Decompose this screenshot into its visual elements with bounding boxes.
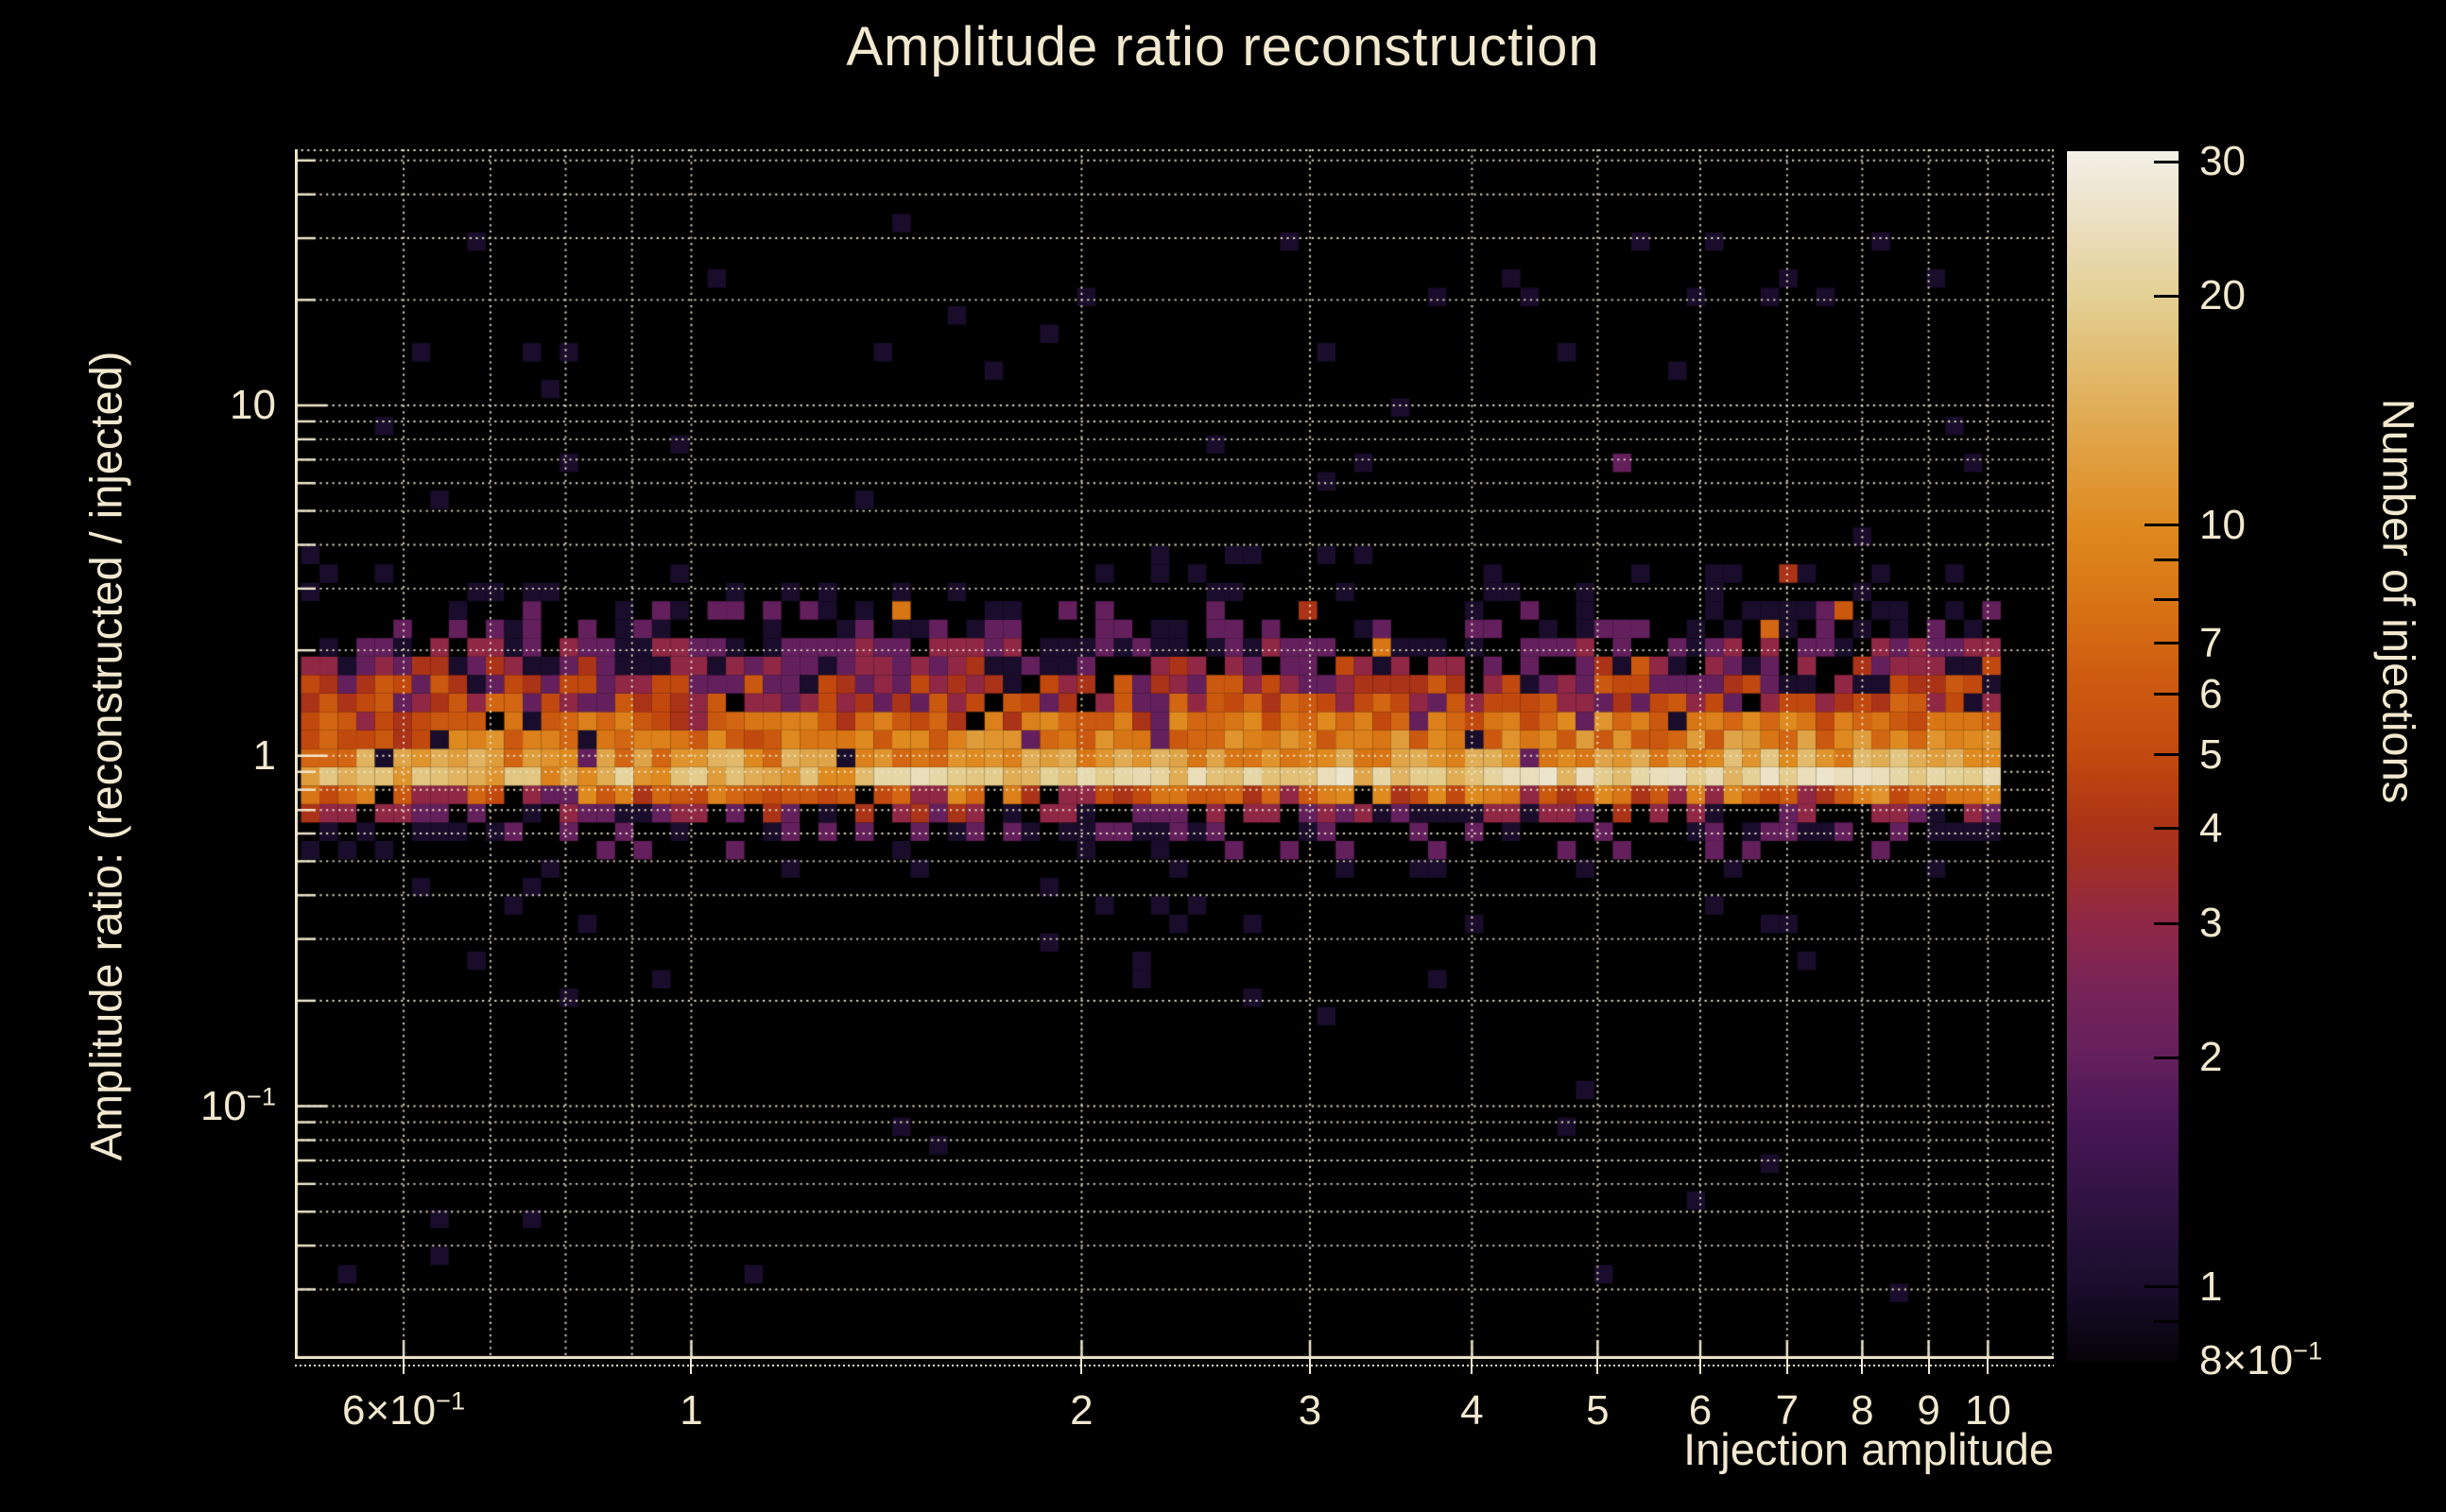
x-tick-label: 6×10−1 (341, 1385, 466, 1434)
colorbar-tick-label: 7 (2199, 619, 2223, 666)
colorbar-tick-mark (2145, 1285, 2179, 1289)
colorbar-tick-label: 4 (2199, 804, 2223, 851)
x-tick-label: 5 (1586, 1387, 1610, 1434)
colorbar-tick-mark (2145, 524, 2179, 527)
x-tick-label: 1 (680, 1387, 703, 1434)
x-tick-label: 10 (1964, 1387, 2011, 1434)
x-tick-label: 3 (1298, 1387, 1322, 1434)
colorbar-tick-label: 30 (2199, 138, 2246, 185)
colorbar-tick-label: 1 (2199, 1263, 2223, 1310)
x-tick-mark (1785, 1359, 1788, 1374)
x-tick-label: 9 (1917, 1387, 1940, 1434)
x-tick-mark (1596, 1359, 1599, 1374)
colorbar-tick-mark (2154, 597, 2179, 601)
colorbar-tick-mark (2154, 1056, 2179, 1059)
x-tick-mark (1080, 1359, 1083, 1374)
colorbar-tick-label: 8×10−1 (2199, 1335, 2323, 1383)
colorbar-title: Number of injections (2373, 398, 2424, 804)
colorbar-tick-label: 10 (2199, 501, 2246, 548)
x-tick-mark (1471, 1359, 1473, 1374)
colorbar-tick-mark (2154, 294, 2179, 298)
x-tick-mark (1861, 1359, 1864, 1374)
colorbar-tick-label: 6 (2199, 670, 2223, 717)
colorbar-tick-label: 5 (2199, 730, 2223, 778)
x-tick-mark (1698, 1359, 1701, 1374)
x-tick-label: 2 (1070, 1387, 1094, 1434)
x-axis-minor-ticks (295, 1365, 2054, 1372)
y-tick-label: 1 (252, 731, 276, 779)
colorbar-tick-mark (2154, 753, 2179, 757)
x-tick-mark (1309, 1359, 1312, 1374)
x-tick-mark (1987, 1359, 1990, 1374)
x-tick-label: 7 (1775, 1387, 1800, 1434)
y-tick-label: 10−1 (199, 1080, 276, 1129)
colorbar-tick-mark (2154, 1320, 2179, 1324)
x-tick-label: 6 (1688, 1387, 1713, 1434)
colorbar-tick-mark (2154, 921, 2179, 925)
x-axis-title: Injection amplitude (1683, 1424, 2054, 1474)
colorbar-tick-label: 2 (2199, 1034, 2223, 1081)
x-tick-label: 8 (1851, 1387, 1874, 1434)
x-tick-mark (690, 1359, 693, 1374)
colorbar-tick-mark (2154, 827, 2179, 831)
colorbar-tick-mark (2154, 693, 2179, 696)
colorbar-tick-mark (2154, 558, 2179, 562)
colorbar-tick-mark (2154, 160, 2179, 163)
chart-title: Amplitude ratio reconstruction (846, 16, 1600, 77)
y-axis-title: Amplitude ratio: (reconstructed / inject… (80, 351, 131, 1161)
heatmap-plot-area (295, 149, 2054, 1359)
colorbar-tick-mark (2154, 642, 2179, 645)
colorbar-tick-label: 3 (2199, 900, 2223, 947)
x-tick-mark (403, 1359, 405, 1374)
x-tick-mark (1927, 1359, 1930, 1374)
x-tick-label: 4 (1460, 1387, 1484, 1434)
y-tick-label: 10 (230, 381, 276, 428)
colorbar-tick-label: 20 (2199, 272, 2246, 319)
